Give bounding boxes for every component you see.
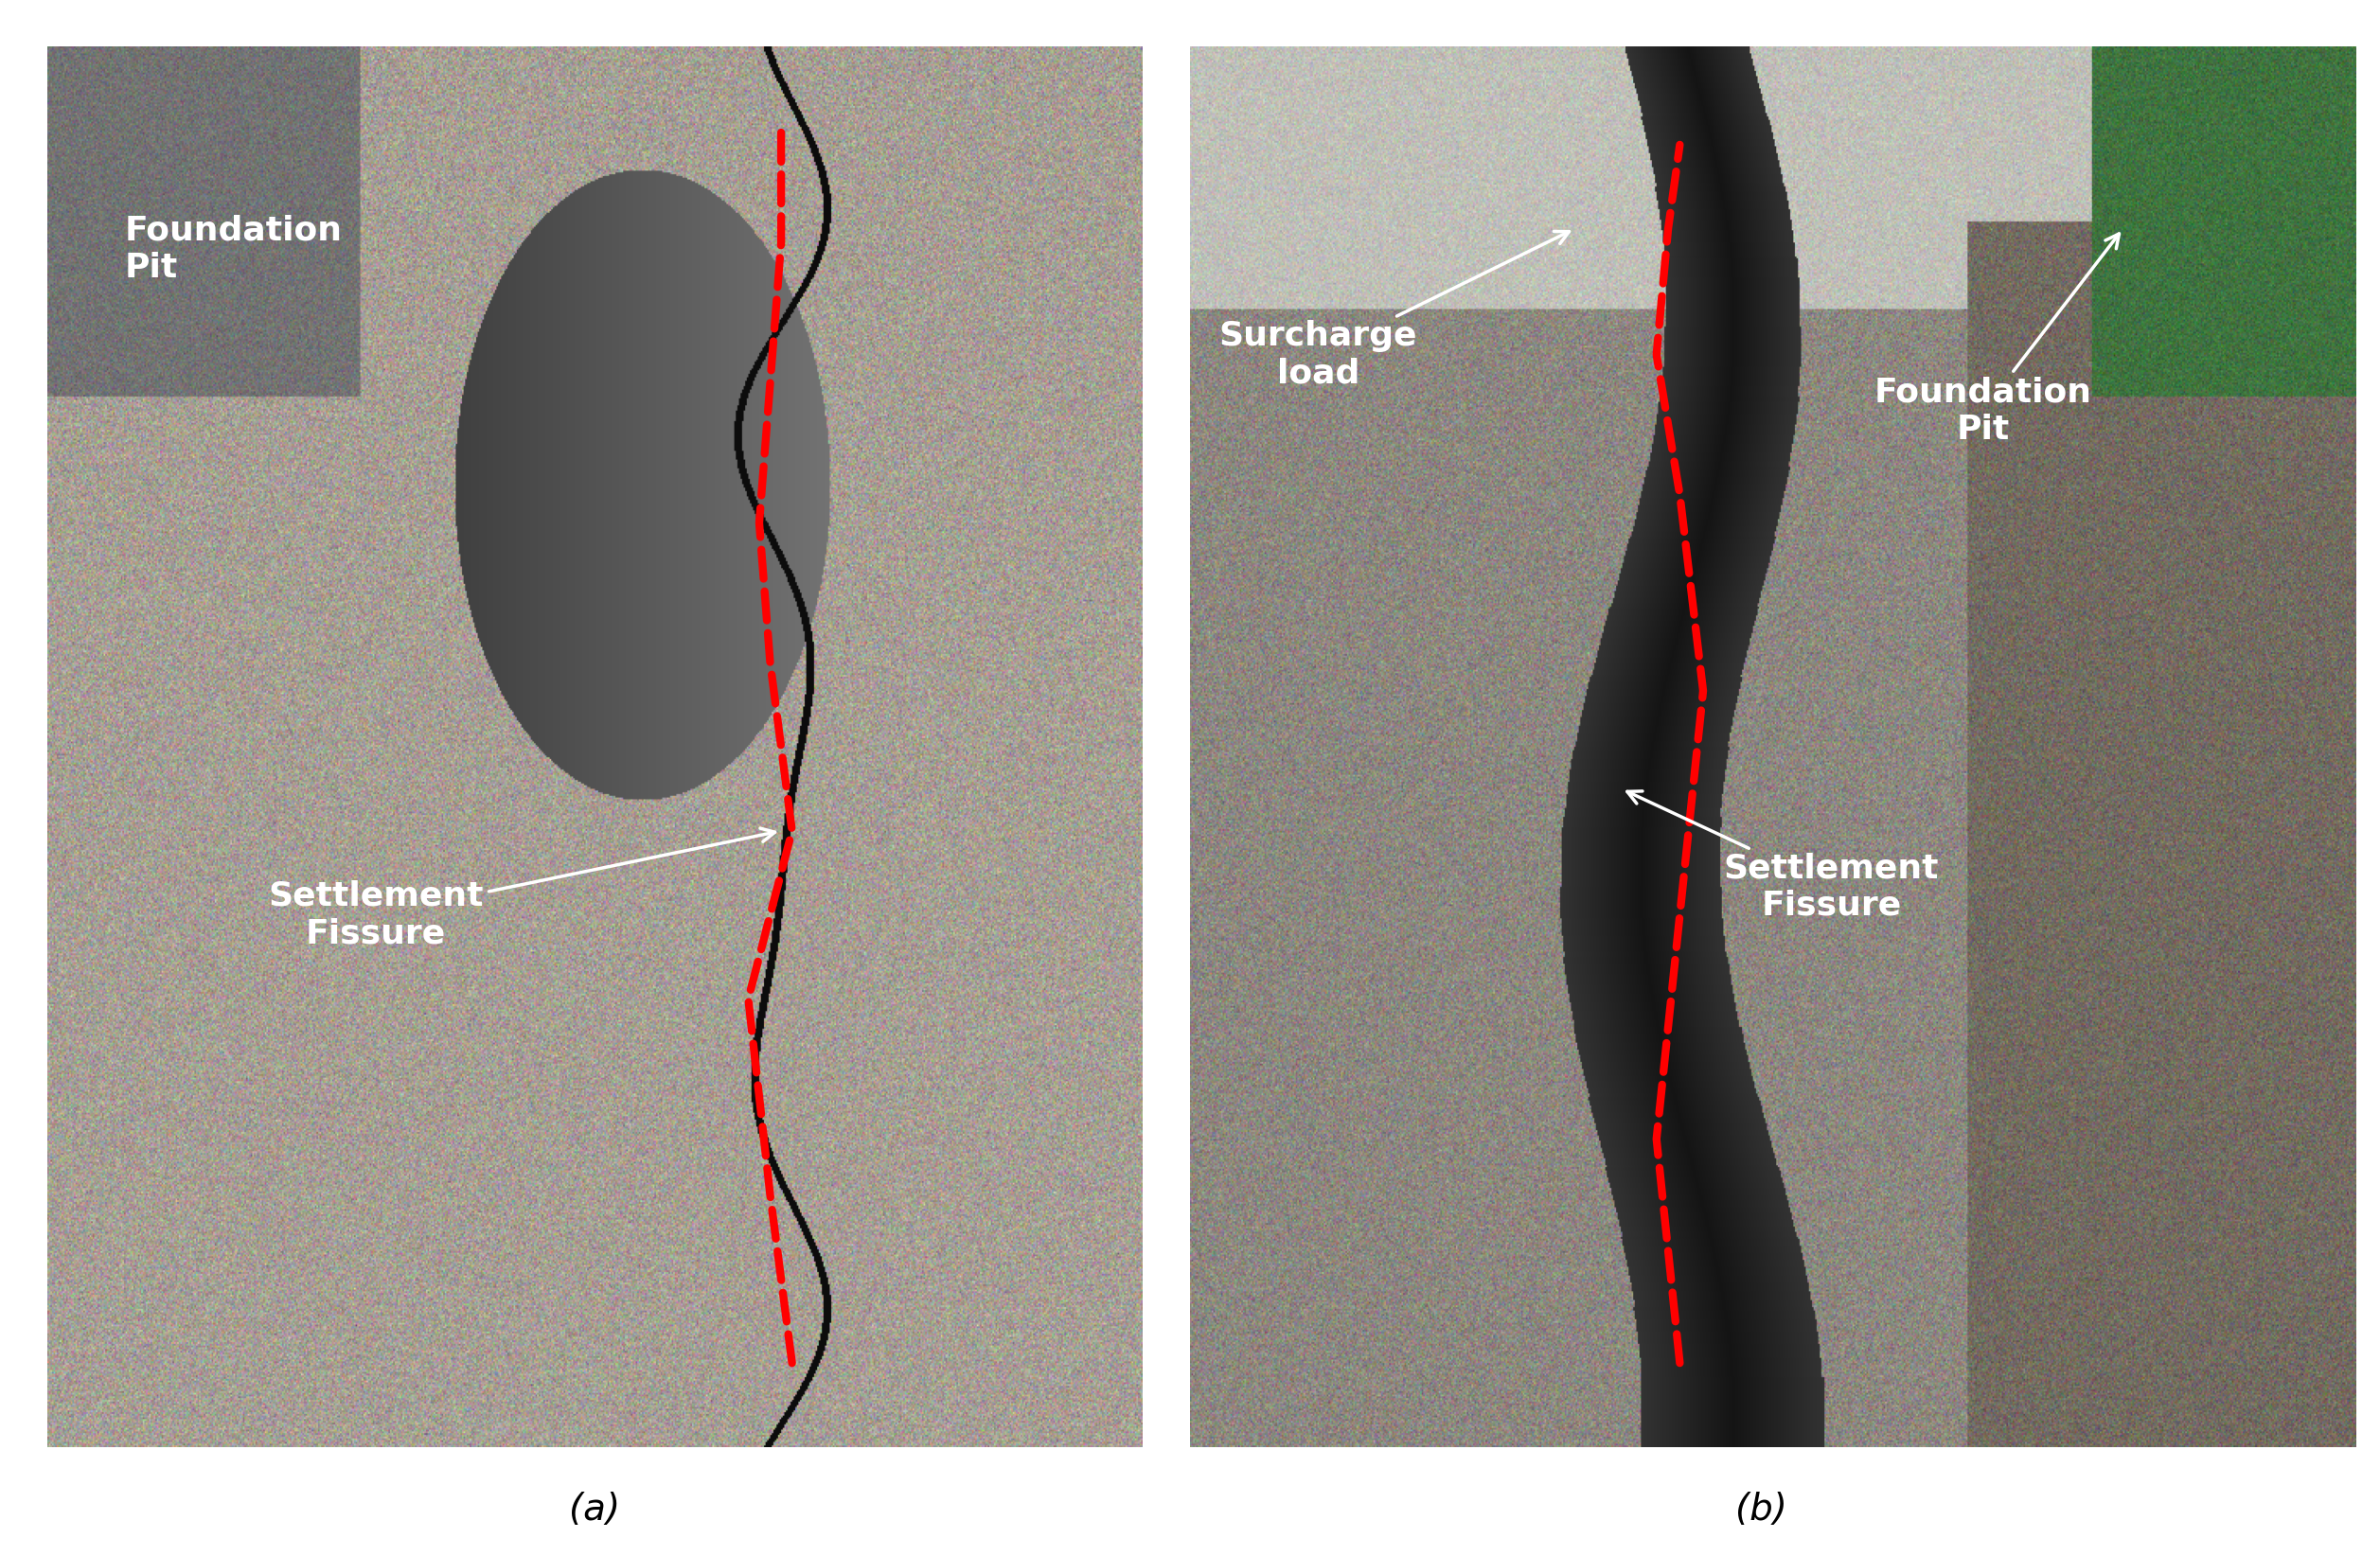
Text: (b): (b) [1735,1491,1787,1528]
Text: Settlement
Fissure: Settlement Fissure [269,828,776,949]
Text: Foundation
Pit: Foundation Pit [124,215,343,285]
Text: Foundation
Pit: Foundation Pit [1873,233,2118,445]
Text: (a): (a) [569,1491,621,1528]
Text: Settlement
Fissure: Settlement Fissure [1628,790,1940,921]
Text: Surcharge
load: Surcharge load [1219,232,1568,389]
